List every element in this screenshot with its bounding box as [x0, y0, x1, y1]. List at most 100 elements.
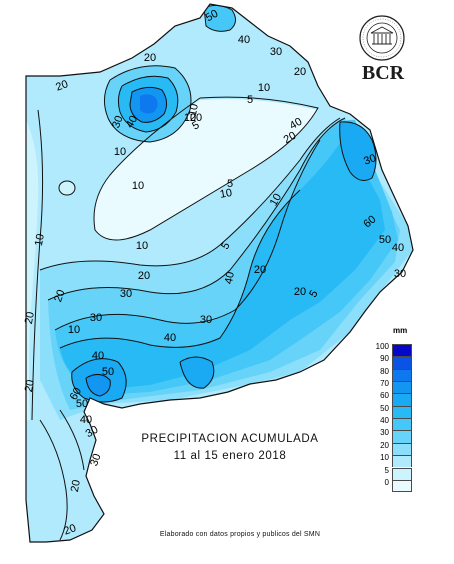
isoline-30-main [47, 117, 346, 301]
isoline-label: 30 [270, 46, 282, 58]
legend-label-5: 5 [384, 465, 389, 475]
legend-label-80: 80 [380, 366, 389, 376]
isoline-label: 5 [190, 119, 201, 132]
fill-50-60-mid [180, 357, 214, 389]
isoline-label: 10 [219, 187, 233, 201]
legend-swatch-30 [392, 430, 412, 443]
isoline-label: 40 [288, 116, 305, 133]
fill-spot [59, 181, 75, 195]
isoline-label: 5 [219, 240, 232, 251]
legend-swatch-0 [392, 479, 412, 493]
legend-swatch-20 [392, 442, 412, 456]
legend-label-40: 40 [380, 416, 389, 426]
isoline-label: 20 [138, 270, 150, 282]
isoline-label: 20 [23, 311, 37, 325]
legend-swatch-70 [392, 381, 412, 394]
isoline-label: 20 [144, 52, 156, 64]
isoline-label: 30 [88, 452, 103, 468]
isoline-label: 30 [90, 312, 102, 324]
isoline-label: 20 [52, 288, 67, 304]
legend-swatch-80 [392, 368, 412, 382]
fill-60-70-south [86, 374, 111, 396]
legend-label-100: 100 [375, 342, 389, 351]
map-title: PRECIPITACION ACUMULADA [141, 433, 319, 445]
isoline-label: 30 [120, 288, 132, 300]
brand-logo-text: BCR [361, 62, 405, 84]
isoline-20-main [39, 117, 341, 271]
isoline-mid-50 [179, 356, 215, 389]
isoline-label: 20 [69, 479, 83, 493]
isoline-label: 10 [33, 233, 47, 247]
map-credit: Elaborado con datos propios y publicos d… [159, 531, 321, 538]
isoline-label: 20 [190, 112, 202, 124]
isoline-label: 10 [187, 103, 201, 117]
isoline-label: 60 [68, 386, 85, 403]
legend-swatch-10 [392, 455, 412, 468]
legend-label-20: 20 [380, 440, 389, 450]
fill-0-5-centre [94, 99, 318, 240]
legend-swatch-50 [392, 405, 412, 419]
isoline-label: 5 [227, 178, 233, 190]
legend-swatch-5 [392, 467, 412, 480]
isoline-label: 10 [184, 112, 196, 124]
isoline-label: 40 [392, 242, 404, 254]
isoline-label: 20 [62, 522, 78, 537]
isoline-label: 30 [200, 314, 212, 326]
isoline-5-west [31, 109, 44, 421]
isoline-label: 10 [68, 324, 80, 336]
legend-label-10: 10 [380, 453, 389, 463]
isoline-label: 30 [362, 152, 378, 167]
isoline-label: 50 [379, 234, 391, 246]
isoline-east-50 [339, 121, 377, 181]
legend-swatch-60 [392, 393, 412, 406]
isoline-label: 20 [23, 379, 37, 393]
isoline-label: 10 [114, 146, 126, 158]
fill-north-cell-80 [140, 94, 158, 114]
isoline-label: 20 [294, 286, 306, 298]
isoline-label: 10 [132, 180, 144, 192]
isoline-label: 20 [294, 66, 306, 78]
isoline-20-south [59, 409, 85, 471]
legend-swatch-40 [392, 418, 412, 431]
isoline-label: 30 [110, 114, 125, 130]
isoline-label: 30 [394, 268, 406, 280]
isoline-label: 10 [268, 192, 285, 209]
legend-label-0: 0 [384, 477, 389, 487]
isoline-label: 40 [80, 414, 92, 426]
isoline-spot [58, 180, 76, 196]
isoline-north-40 [117, 75, 179, 133]
isoline-label: 40 [223, 271, 237, 285]
isoline-label: 10 [136, 240, 148, 252]
isoline-label: 30 [84, 424, 101, 441]
legend-label-50: 50 [380, 403, 389, 413]
isoline-label: 50 [204, 8, 221, 25]
legend-swatch-90 [392, 356, 412, 369]
fill-40-50 [60, 135, 385, 390]
legend-label-60: 60 [380, 391, 389, 401]
isoline-50-main [59, 189, 301, 349]
isoline-label: 40 [92, 350, 104, 362]
isoline-label: 50 [76, 398, 88, 410]
legend-label-30: 30 [380, 428, 389, 438]
isoline-south-50 [71, 358, 127, 403]
isoline-10-centre [93, 96, 319, 241]
isoline-label: 40 [238, 34, 250, 46]
bcr-seal-icon [359, 15, 405, 61]
isoline-north-20 [104, 65, 192, 143]
legend-label-90: 90 [380, 354, 389, 364]
fill-0-5-west [26, 120, 39, 420]
legend-unit: mm [393, 326, 408, 335]
isoline-south-60 [85, 374, 111, 397]
fill-50-60-east [339, 121, 376, 181]
isoline-label: 10 [258, 82, 270, 94]
fill-ne-tip [204, 5, 236, 32]
isoline-label: 20 [54, 78, 70, 93]
isoline-label: 40 [124, 114, 141, 131]
isoline-label: 50 [102, 366, 114, 378]
isoline-10-south [39, 419, 68, 541]
isoline-40-main [54, 139, 321, 331]
legend-swatch-100 [392, 344, 412, 357]
isoline-label: 20 [282, 130, 299, 147]
